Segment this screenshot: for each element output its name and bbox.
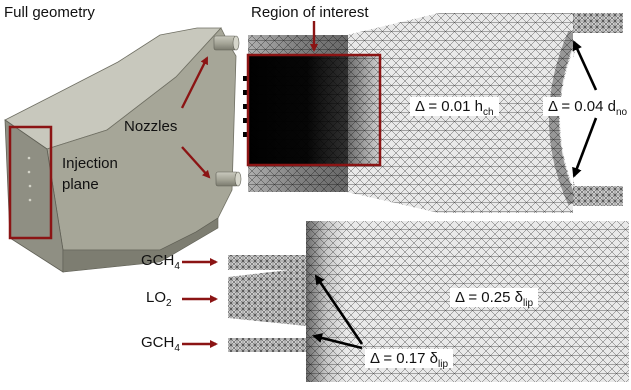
- nozzle-exit-arrow-upper: [572, 40, 598, 91]
- lip-arrow-upper: [314, 274, 364, 345]
- injection-plane-box: [8, 125, 53, 240]
- chamber-spacing-label: Δ = 0.01 hch: [410, 97, 499, 118]
- injector-outlets: [243, 76, 250, 137]
- injection-plane-label-line2: plane: [62, 176, 99, 193]
- nozzle-exit-spacing-sub: no: [616, 107, 628, 118]
- lower-nozzle-tube: [215, 171, 242, 187]
- lip-arrow-lower: [312, 333, 363, 350]
- region-of-interest-label: Region of interest: [251, 4, 369, 21]
- chamber-spacing-text: Δ = 0.01 h: [415, 98, 483, 115]
- nozzle-exit-duct-upper: [573, 13, 623, 33]
- region-of-interest-box: [246, 53, 382, 167]
- lo2-channel: [228, 268, 306, 326]
- nozzle-exit-arrow-lower: [572, 117, 598, 178]
- downstream-spacing-text: Δ = 0.25 δ: [455, 289, 523, 306]
- inlet-gch4-upper-sub: 4: [174, 261, 180, 272]
- injector-hole-marks: [27, 156, 32, 202]
- lip-spacing-sub: lip: [438, 359, 449, 370]
- nozzle-exit-spacing-label: Δ = 0.04 dno: [543, 97, 631, 118]
- inlet-lo2-name: LO: [146, 289, 167, 306]
- inlet-gch4-upper-name: GCH: [141, 252, 175, 269]
- downstream-spacing-label: Δ = 0.25 δlip: [450, 288, 539, 309]
- nozzle-exit-duct-lower: [573, 186, 623, 206]
- injection-plane-label-line1: Injection: [62, 155, 118, 172]
- gch4-channel-lower: [228, 338, 306, 352]
- inlet-gch4-lower-name: GCH: [141, 334, 175, 351]
- inlet-lo2-sub: 2: [166, 298, 172, 309]
- nozzle-arrow-lower: [181, 146, 211, 179]
- full-geometry-label: Full geometry: [4, 4, 95, 21]
- inlet-label-gch4-lower: GCH4: [141, 334, 180, 354]
- lip-spacing-text: Δ = 0.17 δ: [370, 350, 438, 367]
- nozzles-label: Nozzles: [124, 118, 178, 135]
- nozzle-exit-spacing-text: Δ = 0.04 d: [548, 98, 616, 115]
- inlet-label-gch4-upper: GCH4: [141, 252, 180, 272]
- upper-nozzle-tube: [213, 35, 240, 51]
- full-geometry-model: [4, 27, 242, 273]
- nozzle-arrow-upper: [180, 56, 209, 109]
- inlet-label-lo2: LO2: [146, 289, 172, 309]
- inlet-gch4-lower-sub: 4: [174, 343, 180, 354]
- chamber-spacing-sub: ch: [483, 107, 494, 118]
- coaxial-injector-mesh: [228, 221, 629, 382]
- downstream-spacing-sub: lip: [523, 298, 534, 309]
- gch4-channel-upper: [228, 255, 306, 270]
- lip-spacing-label: Δ = 0.17 δlip: [365, 349, 454, 370]
